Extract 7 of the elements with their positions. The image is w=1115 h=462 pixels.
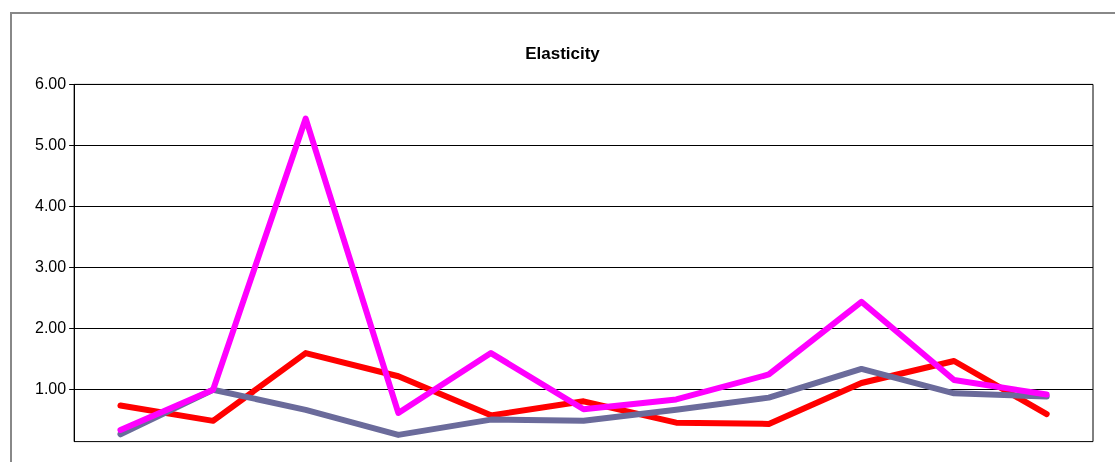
- y-tick-label: 3.00: [35, 257, 67, 275]
- y-tick-label: 4.00: [35, 196, 67, 214]
- y-tick-label: 1.00: [35, 380, 67, 398]
- y-tick-label: 2.00: [35, 319, 67, 337]
- chart-title: Elasticity: [525, 43, 601, 63]
- y-tick-label: 6.00: [35, 74, 67, 92]
- y-tick-label: 5.00: [35, 135, 67, 153]
